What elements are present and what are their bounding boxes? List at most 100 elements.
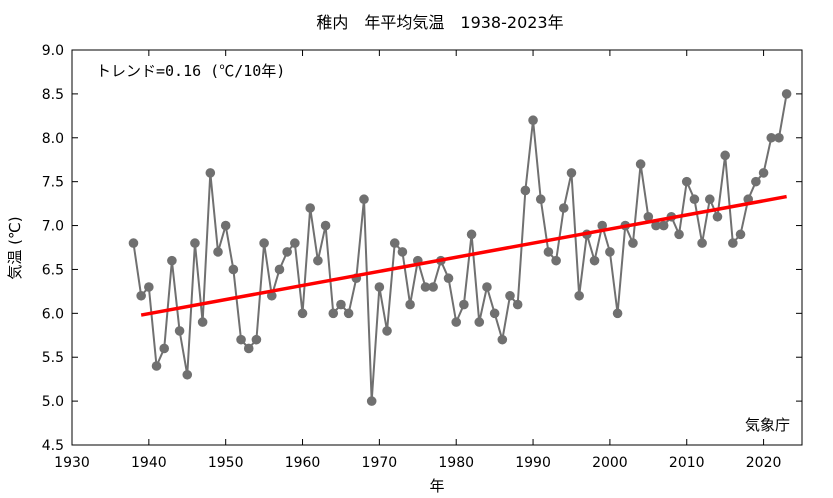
data-point [236, 334, 246, 345]
x-tick-label: 1990 [515, 455, 551, 471]
y-tick-label: 4.5 [42, 438, 64, 454]
data-point [282, 247, 292, 257]
data-point [159, 343, 170, 354]
data-point [489, 308, 500, 319]
data-point [558, 203, 569, 213]
data-point [197, 317, 208, 327]
data-point [651, 220, 661, 231]
data-point [766, 132, 777, 143]
data-point [428, 282, 438, 292]
data-point [243, 343, 254, 354]
y-tick-label: 7.5 [42, 175, 64, 191]
data-point [397, 247, 408, 257]
data-point [136, 290, 146, 301]
trend-annotation: トレンド=0.16 (℃/10年) [96, 62, 285, 80]
data-point [566, 168, 577, 178]
data-point [320, 220, 331, 231]
x-axis-label: 年 [429, 477, 444, 495]
data-point [451, 317, 462, 327]
axes: 1930 1940 1950 1960 1970 1980 1990 2000 2010 2020… [42, 43, 802, 471]
data-point [543, 247, 554, 257]
data-point [720, 150, 730, 161]
data-point [313, 255, 323, 266]
data-point [174, 326, 185, 336]
data-point [366, 396, 377, 406]
data-point [751, 176, 761, 187]
temperature-series-line [132, 93, 788, 402]
data-point [343, 308, 354, 319]
data-point [290, 238, 300, 248]
data-point [735, 229, 746, 240]
data-point [574, 290, 584, 301]
data-point [389, 238, 400, 248]
data-point [336, 299, 346, 310]
data-point [589, 255, 600, 266]
data-point [597, 220, 608, 231]
data-point [459, 299, 469, 310]
y-tick-label: 8.5 [42, 87, 64, 103]
data-point [266, 290, 277, 301]
data-point [689, 194, 700, 205]
data-point [382, 326, 392, 336]
data-point [520, 185, 531, 196]
data-point [505, 290, 515, 301]
series-layer [128, 89, 792, 406]
data-point [128, 238, 139, 248]
x-tick-label: 1940 [131, 455, 167, 471]
data-point [297, 308, 308, 319]
data-point [781, 89, 792, 99]
data-point [628, 238, 638, 248]
y-tick-label: 9.0 [42, 43, 64, 59]
data-point [643, 211, 654, 222]
data-point [528, 115, 538, 126]
x-tick-label: 2020 [746, 455, 782, 471]
data-point [466, 229, 477, 240]
data-point [405, 299, 415, 310]
data-point [144, 282, 154, 292]
data-point [497, 334, 508, 345]
data-point [274, 264, 285, 275]
plot-frame [71, 49, 803, 446]
data-point [182, 369, 193, 380]
data-point [359, 194, 369, 205]
chart-title: 稚内 年平均気温 1938-2023年 [316, 13, 563, 32]
data-point [151, 361, 162, 371]
data-point [443, 273, 454, 284]
y-tick-label: 6.5 [42, 262, 64, 278]
x-tick-label: 1930 [54, 455, 90, 471]
data-point [474, 317, 485, 327]
y-axis-label: 気温 (℃) [6, 216, 24, 279]
y-tick-label: 6.0 [42, 306, 64, 322]
x-tick-label: 1950 [208, 455, 244, 471]
data-point [704, 194, 715, 205]
data-point [535, 194, 546, 205]
y-tick-label: 8.0 [42, 131, 64, 147]
data-point [674, 229, 684, 240]
x-tick-label: 1960 [285, 455, 321, 471]
data-point [190, 238, 200, 248]
data-point [728, 238, 738, 248]
data-point [259, 238, 269, 248]
data-point [305, 203, 316, 213]
data-point [374, 282, 385, 292]
data-point [213, 247, 223, 257]
data-point [482, 282, 492, 292]
data-point [228, 264, 239, 275]
data-point [328, 308, 339, 319]
y-tick-label: 5.5 [42, 350, 64, 366]
x-tick-label: 1970 [362, 455, 398, 471]
data-point [251, 334, 262, 345]
data-point [612, 308, 623, 319]
x-tick-label: 1980 [438, 455, 474, 471]
y-tick-label: 5.0 [42, 394, 64, 410]
data-point [774, 132, 784, 143]
y-tick-label: 7.0 [42, 219, 64, 235]
x-tick-label: 2000 [592, 455, 628, 471]
data-point [758, 168, 769, 178]
data-point [605, 247, 615, 257]
trend-line [140, 194, 787, 317]
data-point [512, 299, 523, 310]
data-point [220, 220, 231, 231]
data-point [658, 220, 669, 231]
